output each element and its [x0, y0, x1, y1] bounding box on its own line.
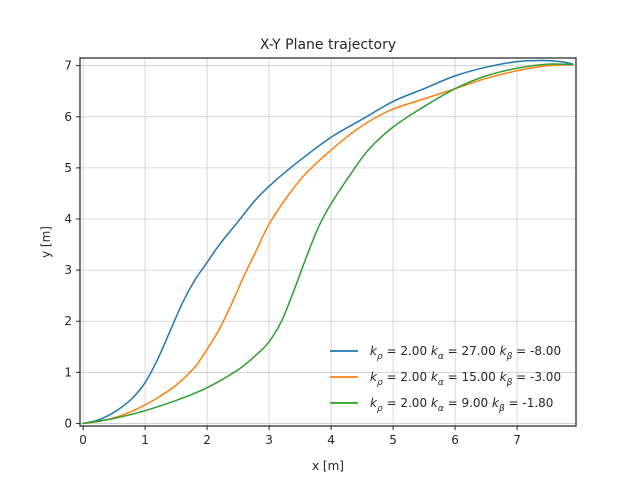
series-line-3 — [82, 63, 574, 425]
x-tick-label: 1 — [141, 433, 149, 447]
legend: kρ = 2.00 kα = 27.00 kβ = -8.00 kρ = 2.00… — [330, 344, 561, 414]
x-tick-label: 4 — [327, 433, 335, 447]
x-tick-label: 3 — [265, 433, 273, 447]
series-line-1 — [82, 59, 574, 425]
y-tick-label: 7 — [64, 59, 72, 73]
plot-frame — [79, 57, 577, 427]
grid — [80, 58, 576, 426]
chart-title: X-Y Plane trajectory — [260, 37, 396, 53]
legend-label: kρ = 2.00 kα = 9.00 kβ = -1.80 — [370, 396, 553, 414]
x-tick-label: 6 — [451, 433, 459, 447]
x-tick-label: 7 — [513, 433, 521, 447]
series-lines — [82, 59, 574, 425]
y-tick-label: 5 — [64, 161, 72, 175]
x-axis-ticks: 0 1 2 3 4 5 6 7 — [79, 426, 521, 447]
x-tick-label: 2 — [203, 433, 211, 447]
y-tick-label: 1 — [64, 365, 72, 379]
y-tick-label: 0 — [64, 416, 72, 430]
y-axis-label: y [m] — [39, 226, 53, 258]
x-axis-label: x [m] — [312, 459, 344, 473]
y-tick-label: 2 — [64, 314, 72, 328]
y-axis-ticks: 0 1 2 3 4 5 6 7 — [64, 59, 80, 430]
x-tick-label: 5 — [389, 433, 397, 447]
x-tick-label: 0 — [79, 433, 87, 447]
legend-label: kρ = 2.00 kα = 15.00 kβ = -3.00 — [370, 370, 561, 388]
y-tick-label: 4 — [64, 212, 72, 226]
y-tick-label: 3 — [64, 263, 72, 277]
legend-label: kρ = 2.00 kα = 27.00 kβ = -8.00 — [370, 344, 561, 362]
y-tick-label: 6 — [64, 110, 72, 124]
